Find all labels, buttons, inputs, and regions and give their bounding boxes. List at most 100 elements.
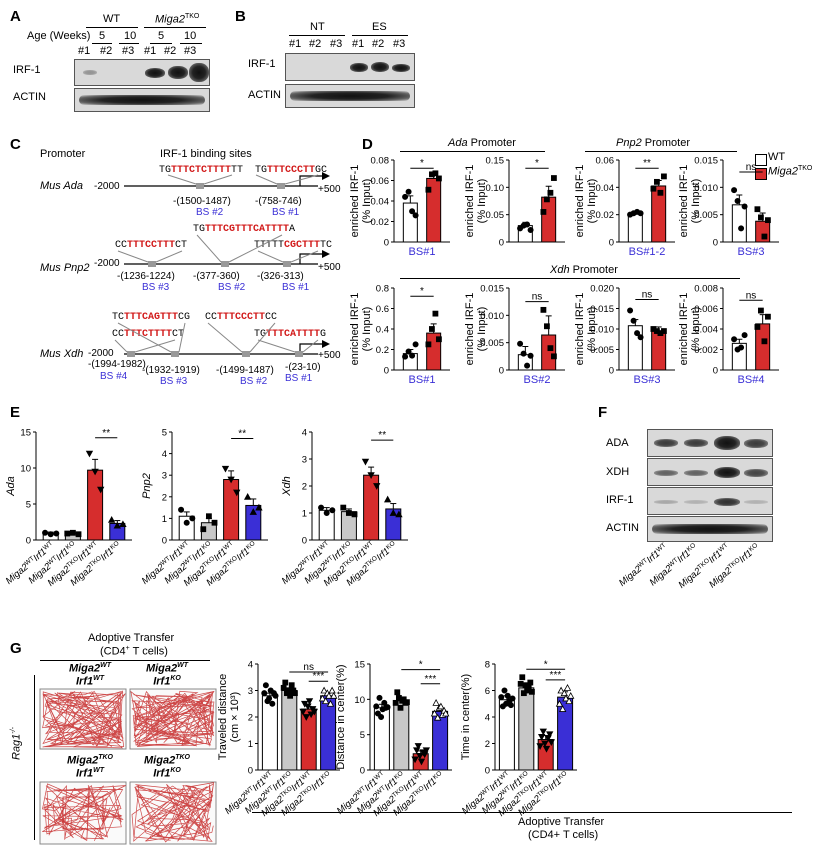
pnp2-promoter-line [117,234,330,267]
y-tick-label: 2 [162,492,167,503]
y-tick-label: 0.04 [596,183,615,194]
data-point [734,197,741,204]
g-title-1: Adoptive Transfer [88,632,175,644]
ada-start: -2000 [94,181,120,192]
chart-E-ada: 0 5 10 15 Ada ** [5,428,132,547]
y-axis-label: (% Input) [476,307,488,352]
promoter-header: Promoter [40,148,86,160]
data-point [409,352,416,359]
data-point [205,513,212,520]
significance-label: ** [378,430,386,441]
data-point [627,307,634,314]
panel-label-a: A [10,8,21,25]
data-point [113,521,121,529]
age-5-tko: 5 [158,30,165,42]
y-axis-label: (% Input) [361,307,373,352]
gene-name-xdh: Mus Xdh [40,348,84,360]
data-point [650,185,657,192]
y-tick-label: 4 [302,428,307,439]
data-point [661,173,667,180]
y-axis-label: Traveled distance [217,674,229,760]
significance-label: ns [303,662,314,673]
y-tick-label: 0.005 [590,345,614,356]
data-point [255,503,263,511]
xdh-seq-bs3: TCTTTCAGTTTCG [112,312,191,323]
data-point [563,684,572,691]
panel-label-d: D [362,136,373,153]
data-point [504,692,511,699]
data-point [540,306,547,313]
data-point [527,679,534,686]
y-axis-label: (% Input) [476,179,488,224]
data-point [64,530,71,537]
chart-D-ada-bs2: 0 0.05 0.10 0.15 enriched IRF-1 (% Input) * [464,156,565,249]
blot-row-label: IRF-1 [248,58,276,70]
data-point [402,193,409,200]
data-point [425,186,432,193]
blot-row-label: ADA [606,437,629,449]
data-point [630,317,637,324]
y-axis-label: enriched IRF-1 [678,165,690,238]
data-point [557,686,565,694]
data-point [262,682,269,689]
data-point [405,348,412,355]
y-axis-label: enriched IRF-1 [464,165,476,238]
y-tick-label: 0 [499,366,504,377]
y-tick-label: 0.02 [371,217,390,228]
y-tick-label: 0.015 [480,284,504,295]
y-tick-label: 0 [713,366,718,377]
panel-label-b: B [235,8,246,25]
data-point [305,698,314,705]
y-tick-label: 0 [485,766,490,777]
data-point [323,509,330,516]
condition-label: Miga2WT Irf1WT [68,662,112,688]
data-point [731,187,738,194]
x-axis-label: BS#3 [634,374,661,386]
data-point [244,492,252,500]
y-tick-label: 0.010 [480,311,504,322]
y-tick-label: 0.15 [486,156,505,167]
western-blot-irf1 [647,487,773,515]
y-tick-label: 0 [499,238,504,249]
y-tick-label: 10 [20,464,31,475]
data-point [178,506,185,513]
data-point [524,362,531,369]
data-point [539,728,547,736]
y-axis-label: (% Input) [586,179,598,224]
data-point [551,175,557,181]
data-point [340,504,347,511]
significance-label: * [544,659,548,670]
y-tick-label: 0.06 [371,176,390,187]
data-point [392,699,399,706]
condition-label: Miga2WT Irf1KO [145,662,189,688]
gene-name-pnp2: Mus Pnp2 [40,262,90,274]
x-axis-label: BS#3 [738,246,765,258]
data-point [498,694,505,701]
data-point [436,336,442,343]
significance-label: *** [313,671,325,682]
condition-label: Miga2TKO Irf1WT [67,754,113,780]
y-tick-label: 0.005 [694,210,718,221]
data-point [758,307,764,314]
chart-G-center-distance: 0 5 10 15 Distance in center(%) **** [335,660,452,777]
pnp-bs-label: BS #3 [142,282,170,293]
chart-G-distance: 0 1 2 3 4 Traveled distance (cm × 10³) ns*** [217,660,340,777]
data-point [389,509,397,516]
lane-label: #3 [184,45,197,57]
y-tick-label: 0.06 [596,156,615,167]
y-tick-label: 4 [162,449,167,460]
data-point [402,353,409,360]
data-point [432,170,439,177]
y-tick-label: 5 [360,730,365,741]
y-tick-label: 5 [162,428,167,439]
pnp-pos: -(377-360) [193,271,240,282]
xdh-seq-bs2: CCTTTCCCTTCC [205,312,278,323]
data-point [524,221,531,228]
y-tick-label: 0.02 [596,210,615,221]
data-point [527,226,534,233]
data-point [519,674,526,681]
y-tick-label: 0 [713,238,718,249]
y-tick-label: 2 [302,482,307,493]
pnp2-promoter-title: Pnp2 Promoter [616,137,690,149]
